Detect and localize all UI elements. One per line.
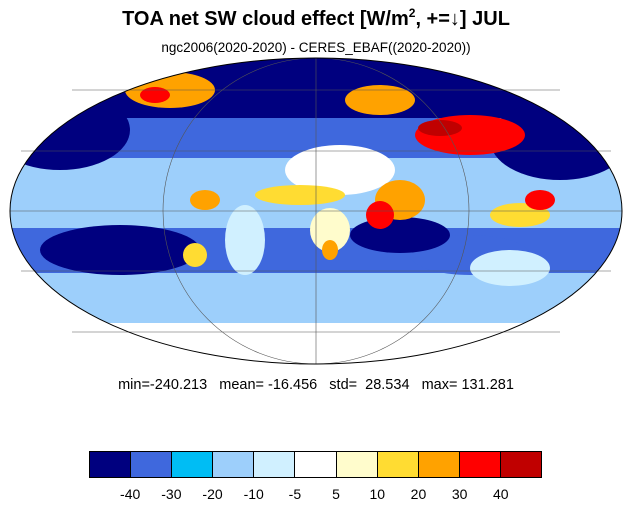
colorbar-tick-label: -20 bbox=[202, 486, 223, 502]
colorbar-tick-label: 40 bbox=[493, 486, 509, 502]
colorbar-box-8 bbox=[418, 452, 460, 477]
title-main: TOA net SW cloud effect [W/m bbox=[122, 8, 409, 30]
colorbar-tick-label: -5 bbox=[288, 486, 302, 502]
colorbar-box-4 bbox=[254, 452, 296, 477]
colorbar-box-10 bbox=[500, 452, 542, 477]
plot-title: TOA net SW cloud effect [W/m2, +=↓] JUL bbox=[0, 6, 632, 31]
plot-subtitle: ngc2006(2020-2020) - CERES_EBAF((2020-20… bbox=[161, 40, 471, 55]
colorbar-tick-label: -40 bbox=[120, 486, 141, 502]
map-border bbox=[9, 57, 623, 365]
colorbar-box-6 bbox=[336, 452, 378, 477]
colorbar-tick-label: 20 bbox=[410, 486, 427, 502]
colorbar-box-2 bbox=[172, 452, 214, 477]
colorbar-box-1 bbox=[131, 452, 173, 477]
colorbar-box-9 bbox=[459, 452, 501, 477]
colorbar bbox=[89, 451, 542, 478]
statistics-line: min=-240.213 mean= -16.456 std= 28.534 m… bbox=[118, 377, 514, 393]
colorbar-box-3 bbox=[213, 452, 255, 477]
colorbar-tick-label: -30 bbox=[161, 486, 182, 502]
colorbar-tick-label: 10 bbox=[369, 486, 386, 502]
title-superscript: 2 bbox=[408, 6, 416, 20]
colorbar-box-0 bbox=[90, 452, 132, 477]
colorbar-tick-label: 5 bbox=[332, 486, 340, 502]
title-suffix: , +=↓] JUL bbox=[415, 8, 510, 30]
graticule bbox=[10, 57, 622, 365]
colorbar-box-7 bbox=[377, 452, 419, 477]
colorbar-box-5 bbox=[295, 452, 337, 477]
colorbar-tick-label: 30 bbox=[451, 486, 468, 502]
colorbar-tick-label: -10 bbox=[243, 486, 264, 502]
